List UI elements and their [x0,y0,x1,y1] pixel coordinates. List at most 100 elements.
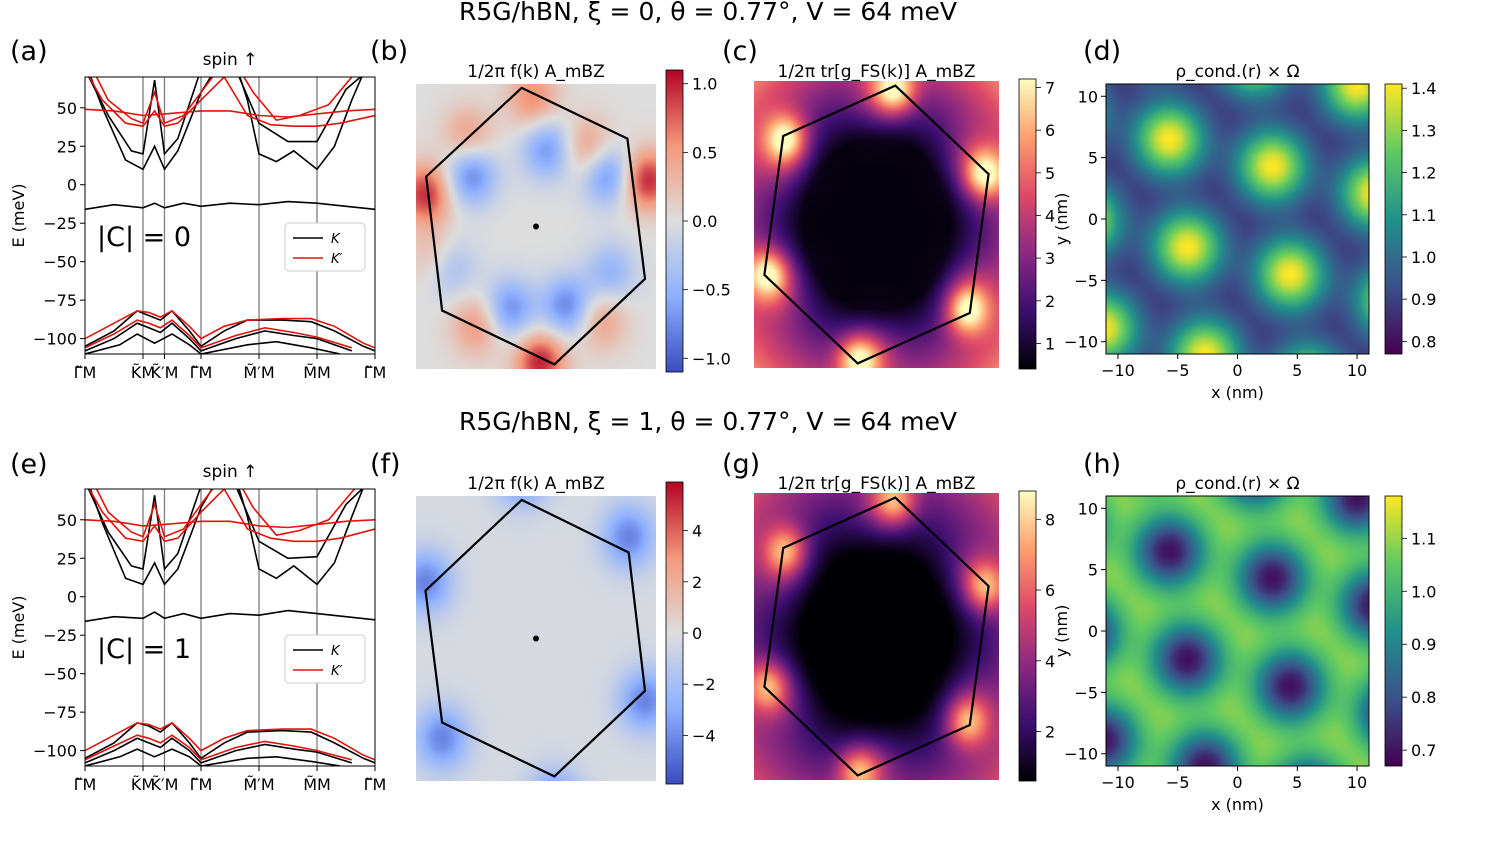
panel-label-c: (c) [722,36,758,67]
colorbar-tick-label: 0.9 [1411,635,1436,654]
legend-box [284,634,366,684]
band-line-K [85,333,341,354]
band-line-Kprime [85,721,375,761]
legend-box [284,222,366,272]
x-tick-label: 0 [1232,361,1242,380]
colorbar-tick-label: 0 [692,624,702,643]
legend-label-K: K [331,644,341,659]
colorbar-tick-label: −4 [692,726,716,745]
x-tick-label: −10 [1101,361,1135,380]
y-tick-label: 0 [67,176,77,195]
panel-title: 1/2π tr[g_FS(k)] A_mBZ [778,62,976,82]
x-tick-label: K̃M [131,775,155,794]
band-line-K [87,77,362,156]
colorbar-tick-label: 5 [1045,164,1055,183]
panel-title: 1/2π f(k) A_mBZ [467,474,605,494]
y-tick-label: 10 [1078,87,1098,106]
band-line-K [85,748,341,766]
x-tick-label: Γ̃M [74,363,97,382]
mbz-hexagon [424,498,647,778]
panel-label-h: (h) [1083,449,1121,480]
band-line-Kprime [85,108,375,118]
colorbar-tick-label: 1 [1045,334,1055,353]
y-tick-label: −100 [33,742,77,761]
colorbar-tick-label: 1.0 [1411,582,1436,601]
x-tick-label: K̃′M [150,363,178,382]
y-tick-label: −50 [43,253,77,272]
y-tick-label: −25 [43,626,77,645]
x-axis-label: x (nm) [1211,795,1264,814]
x-tick-label: Γ̃M [190,775,213,794]
colorbar-tick-label: 3 [1045,249,1055,268]
band-line-Kprime [88,77,375,128]
quantum-metric-map [754,493,999,780]
colorbar-tick-label: 6 [1045,581,1055,600]
quantum-metric-panel-c: 1/2π tr[g_FS(k)] A_mBZ 7 6 5 4 3 2 1 [754,62,1055,370]
chern-number-annotation: |C| = 1 [97,634,191,665]
y-tick-label: 25 [57,549,77,568]
panel-title: spin ↑ [203,462,258,482]
x-tick-label: 0 [1232,773,1242,792]
colorbar-tick-label: 1.1 [1411,206,1436,225]
colorbar-tick-label: 1.2 [1411,164,1436,183]
panel-label-a: (a) [10,36,48,67]
panel-title: ρ_cond.(r) × Ω [1175,62,1299,82]
y-axis-label: y (nm) [1052,605,1071,658]
panel-title: 1/2π tr[g_FS(k)] A_mBZ [778,474,976,494]
band-line-Kprime [85,319,353,349]
gamma-point-dot [533,223,539,230]
x-tick-label: Γ̃M [364,775,387,794]
band-line-K [85,609,375,623]
band-axes-frame [84,76,376,355]
x-tick-label: −5 [1166,773,1190,792]
panel-title: 1/2π f(k) A_mBZ [467,62,605,82]
colorbar-tick-label: 2 [1045,292,1055,311]
band-line-Kprime [85,734,353,761]
y-tick-label: −5 [1074,683,1098,702]
colorbar-tick-label: 1.4 [1411,79,1436,98]
y-tick-label: 5 [1088,561,1098,580]
x-tick-label: M̃M [303,363,331,382]
x-tick-label: 5 [1292,361,1302,380]
y-tick-label: −100 [33,330,77,349]
colorbar-tick-label: −1.0 [692,349,731,368]
band-line-K [89,489,364,586]
row-title-bottom: R5G/hBN, ξ = 1, θ = 0.77°, V = 64 meV [459,407,957,436]
colorbar-tick-label: 1.0 [1411,248,1436,267]
panel-label-g: (g) [722,449,760,480]
panel-title: spin ↑ [203,50,258,70]
colorbar-tick-label: 1.3 [1411,121,1436,140]
band-line-Kprime [95,489,356,538]
colorbar [1018,78,1037,370]
x-tick-label: K̃M [131,363,155,382]
y-tick-label: 0 [1088,210,1098,229]
band-line-Kprime [95,77,353,125]
y-tick-label: −75 [43,291,77,310]
colorbar-tick-label: −2 [692,675,716,694]
colorbar-tick-label: 0.8 [1411,688,1436,707]
colorbar-tick-label: 0.7 [1411,741,1436,760]
y-tick-label: 50 [57,99,77,118]
y-axis-label: E (meV) [9,595,28,659]
band-line-K [85,309,375,352]
band-panel-e: 50 25 0 −25 −50 −75 −100 Γ̃M K̃MK̃′M Γ̃M M̃′M M̃M Γ̃… [9,462,387,794]
x-tick-label: M̃′M [243,363,274,382]
y-tick-label: −75 [43,703,77,722]
y-tick-label: −25 [43,214,77,233]
band-panel-a: 50 25 0 −25 −50 −75 −100 Γ̃M K̃MK̃′M Γ̃M M̃′M M̃M Γ̃… [9,50,387,382]
y-tick-label: −10 [1064,333,1098,352]
band-line-Kprime [85,309,375,349]
density-panel-h: −10 −5 0 5 10 10 5 0 −5 −10 x (nm) y (nm) ρ_cond.(r)… [1052,474,1436,814]
gamma-point-dot [533,635,539,642]
mbz-hexagon [763,84,990,365]
berry-panel-b: 1/2π f(k) A_mBZ 1.0 0.5 0.0 −0.5 −1.0 [416,62,731,373]
colorbar [1384,495,1403,767]
x-tick-label: Γ̃M [364,363,387,382]
colorbar-tick-label: 0.9 [1411,290,1436,309]
y-tick-label: 5 [1088,149,1098,168]
colorbar [1018,490,1037,782]
band-line-K [85,737,353,764]
x-tick-label: M̃′M [243,775,274,794]
panel-label-f: (f) [370,449,401,480]
